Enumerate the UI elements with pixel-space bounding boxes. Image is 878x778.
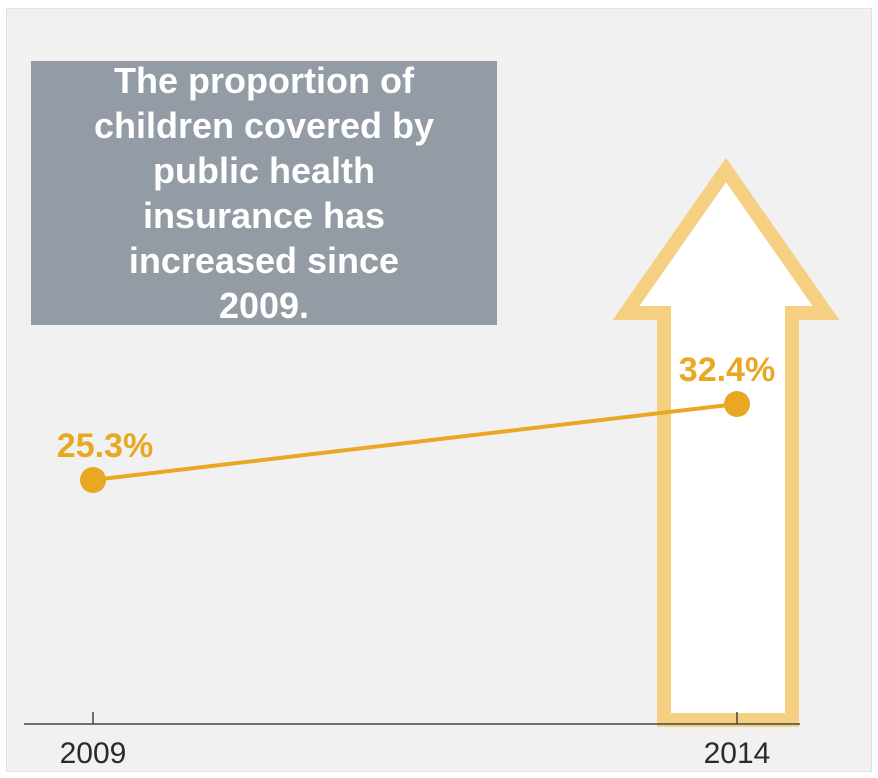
title-box: The proportion of children covered by pu… <box>31 60 497 326</box>
x-tick-label: 2009 <box>60 737 127 770</box>
x-tick-labels: 2009 2014 <box>60 737 771 770</box>
data-point <box>80 467 106 493</box>
series-line <box>92 402 738 482</box>
data-label: 32.4% <box>679 351 775 389</box>
data-labels: 25.3% 32.4% <box>57 351 775 465</box>
x-ticks <box>92 712 738 724</box>
data-label: 25.3% <box>57 427 153 465</box>
data-points <box>80 391 750 493</box>
x-tick-label: 2014 <box>704 737 771 770</box>
up-arrow-icon <box>612 157 840 727</box>
data-point <box>724 391 750 417</box>
chart-title: The proportion of children covered by pu… <box>93 60 435 326</box>
